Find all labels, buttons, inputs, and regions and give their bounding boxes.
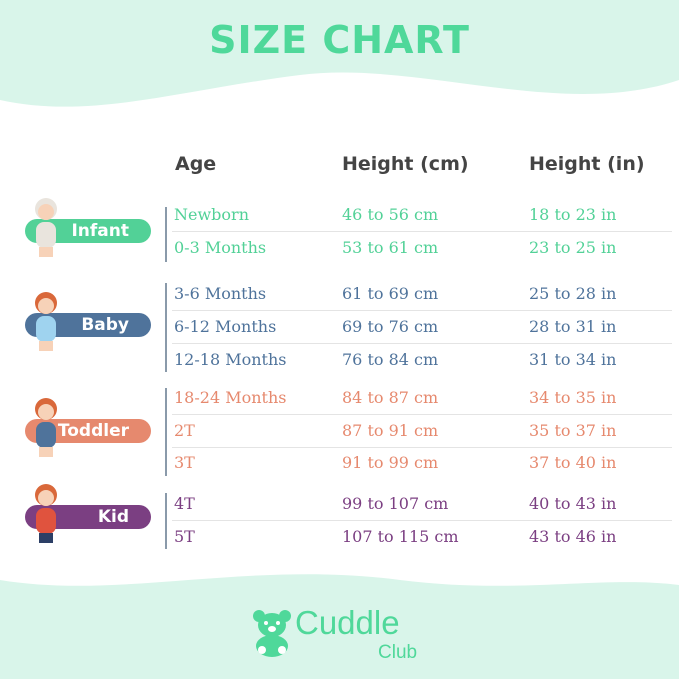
cell-in: 43 to 46 in: [529, 527, 617, 546]
group-bracket: [165, 207, 167, 262]
header-height-cm: Height (cm): [342, 153, 469, 175]
cell-cm: 53 to 61 cm: [342, 238, 439, 257]
child-illustration-icon: [30, 397, 62, 459]
row-divider: [172, 414, 672, 415]
cell-cm: 84 to 87 cm: [342, 388, 439, 407]
cell-in: 18 to 23 in: [529, 205, 617, 224]
child-illustration-icon: [30, 291, 62, 353]
cell-in: 40 to 43 in: [529, 494, 617, 513]
cell-cm: 46 to 56 cm: [342, 205, 439, 224]
cell-age: 6-12 Months: [174, 317, 277, 336]
brand-name: Cuddle: [295, 604, 400, 641]
row-divider: [172, 520, 672, 521]
cell-age: 4T: [174, 494, 195, 513]
cell-age: 0-3 Months: [174, 238, 267, 257]
cell-in: 25 to 28 in: [529, 284, 617, 303]
group-bracket: [165, 283, 167, 372]
child-illustration-icon: [30, 483, 62, 545]
child-illustration-icon: [30, 197, 62, 259]
cell-cm: 61 to 69 cm: [342, 284, 439, 303]
cell-age: Newborn: [174, 205, 249, 224]
cell-age: 18-24 Months: [174, 388, 287, 407]
cell-cm: 69 to 76 cm: [342, 317, 439, 336]
row-divider: [172, 310, 672, 311]
cell-cm: 99 to 107 cm: [342, 494, 449, 513]
cell-age: 12-18 Months: [174, 350, 287, 369]
cell-in: 31 to 34 in: [529, 350, 617, 369]
cell-age: 3-6 Months: [174, 284, 267, 303]
header-age: Age: [175, 153, 217, 175]
row-divider: [172, 343, 672, 344]
cell-age: 2T: [174, 421, 195, 440]
group-bracket: [165, 388, 167, 476]
brand-sub: Club: [378, 642, 418, 663]
cell-in: 28 to 31 in: [529, 317, 617, 336]
cell-age: 5T: [174, 527, 195, 546]
cell-age: 3T: [174, 453, 195, 472]
page-title: SIZE CHART: [209, 18, 470, 62]
cell-in: 23 to 25 in: [529, 238, 617, 257]
cell-in: 34 to 35 in: [529, 388, 617, 407]
row-divider: [172, 447, 672, 448]
header-height-in: Height (in): [529, 153, 645, 175]
cell-cm: 87 to 91 cm: [342, 421, 439, 440]
cell-cm: 107 to 115 cm: [342, 527, 459, 546]
cell-cm: 76 to 84 cm: [342, 350, 439, 369]
cell-in: 37 to 40 in: [529, 453, 617, 472]
row-divider: [172, 231, 672, 232]
cell-in: 35 to 37 in: [529, 421, 617, 440]
cell-cm: 91 to 99 cm: [342, 453, 439, 472]
group-bracket: [165, 493, 167, 549]
bear-logo-icon: [253, 610, 291, 657]
